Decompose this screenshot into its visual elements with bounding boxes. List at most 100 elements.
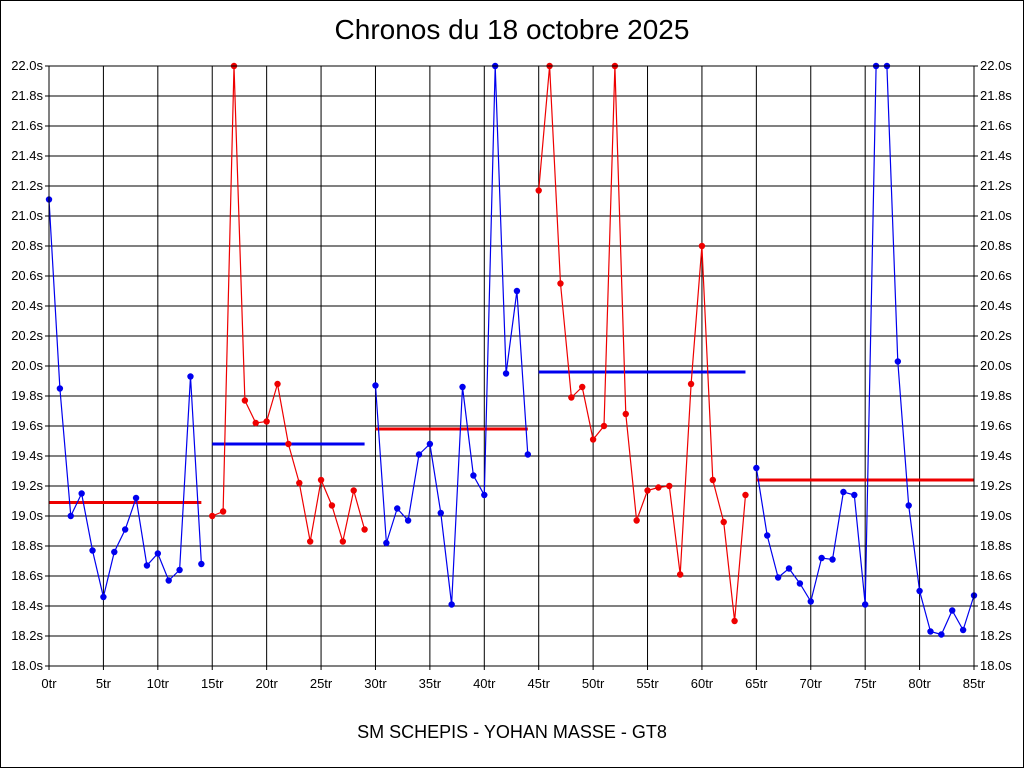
y-tick-label-left: 18.6s: [11, 568, 43, 583]
series-line: [48, 199, 202, 598]
data-point: [426, 440, 434, 448]
y-tick-label-right: 20.4s: [980, 298, 1012, 313]
data-point: [829, 556, 836, 563]
chart-subtitle: SM SCHEPIS - YOHAN MASSE - GT8: [357, 722, 667, 742]
data-point: [600, 422, 608, 430]
data-point: [187, 373, 194, 380]
data-point: [731, 617, 738, 625]
y-tick-label-left: 19.2s: [11, 478, 43, 493]
series-line: [538, 65, 747, 622]
series-line: [211, 65, 366, 542]
y-tick-label-left: 21.0s: [11, 208, 43, 223]
y-tick-label-right: 22.0s: [980, 58, 1012, 73]
data-point: [676, 571, 684, 578]
data-point: [916, 587, 923, 595]
x-tick-label: 85tr: [963, 676, 986, 691]
data-point: [448, 601, 455, 608]
data-point: [524, 451, 532, 458]
y-tick-label-right: 20.0s: [980, 358, 1012, 373]
data-point: [687, 380, 695, 388]
data-point: [350, 487, 357, 494]
x-tick-label: 65tr: [745, 676, 768, 691]
y-tick-label-right: 20.6s: [980, 268, 1012, 283]
y-tick-label-left: 20.8s: [11, 238, 43, 253]
y-tick-label-right: 19.2s: [980, 478, 1012, 493]
data-point: [818, 554, 825, 562]
data-point: [796, 580, 804, 587]
y-tick-label-left: 21.4s: [11, 148, 43, 163]
data-point: [481, 491, 488, 499]
y-tick-label-right: 18.6s: [980, 568, 1012, 583]
x-tick-label: 60tr: [691, 676, 714, 691]
data-point: [404, 517, 412, 524]
data-point: [274, 380, 281, 388]
data-point: [317, 476, 325, 484]
y-tick-label-right: 21.4s: [980, 148, 1012, 163]
data-point: [742, 491, 749, 499]
y-tick-label-left: 18.4s: [11, 598, 43, 613]
data-point: [785, 565, 793, 572]
data-point: [589, 436, 597, 443]
x-tick-label: 80tr: [908, 676, 931, 691]
x-tick-label: 10tr: [147, 676, 170, 691]
data-point: [209, 512, 216, 520]
data-point: [666, 482, 673, 490]
data-point: [78, 490, 85, 497]
y-tick-label-left: 22.0s: [11, 58, 43, 73]
data-point: [753, 464, 760, 472]
data-point: [306, 538, 314, 545]
data-point: [154, 550, 162, 557]
data-point: [296, 479, 303, 487]
data-point: [927, 628, 934, 635]
data-point: [67, 512, 74, 520]
y-tick-label-right: 21.8s: [980, 88, 1012, 103]
y-tick-label-left: 18.0s: [11, 658, 43, 673]
series-group: [45, 62, 978, 638]
y-tick-label-right: 21.2s: [980, 178, 1012, 193]
data-point: [143, 562, 151, 569]
data-point: [361, 526, 368, 533]
x-tick-label: 0tr: [41, 676, 57, 691]
x-tick-label: 35tr: [419, 676, 442, 691]
y-tick-label-left: 19.8s: [11, 388, 43, 403]
data-point: [263, 418, 270, 425]
data-point: [415, 451, 423, 458]
y-tick-label-right: 18.0s: [980, 658, 1012, 673]
y-tick-label-left: 19.4s: [11, 448, 43, 463]
data-point: [121, 526, 129, 533]
y-tick-label-left: 19.6s: [11, 418, 43, 433]
y-tick-label-left: 20.2s: [11, 328, 43, 343]
x-tick-label: 20tr: [255, 676, 278, 691]
data-point: [655, 484, 662, 491]
data-point: [535, 187, 542, 194]
data-point: [502, 370, 510, 377]
y-tick-label-right: 21.0s: [980, 208, 1012, 223]
y-tick-label-left: 21.6s: [11, 118, 43, 133]
data-point: [241, 397, 249, 404]
tick-labels: 18.0s 18.0s 18.2s 18.2s 18.4s 18.4s 18.6s 18.6s…: [11, 58, 1012, 691]
plot-border: [48, 65, 975, 667]
data-point: [557, 280, 564, 287]
grid-lines: [45, 65, 978, 670]
data-point: [470, 472, 477, 479]
data-point: [252, 419, 259, 427]
data-point: [579, 383, 586, 391]
y-tick-label-left: 20.6s: [11, 268, 43, 283]
data-point: [437, 509, 444, 517]
data-point: [720, 518, 727, 526]
x-tick-label: 15tr: [201, 676, 224, 691]
data-point: [568, 394, 575, 401]
x-tick-label: 75tr: [854, 676, 877, 691]
data-point: [774, 574, 782, 581]
x-tick-label: 5tr: [96, 676, 112, 691]
x-tick-label: 30tr: [364, 676, 387, 691]
y-tick-label-right: 20.2s: [980, 328, 1012, 343]
y-tick-label-right: 19.0s: [980, 508, 1012, 523]
data-point: [938, 631, 945, 638]
x-tick-label: 55tr: [636, 676, 659, 691]
y-tick-label-right: 19.4s: [980, 448, 1012, 463]
y-tick-label-left: 20.0s: [11, 358, 43, 373]
data-point: [100, 593, 107, 601]
x-tick-label: 50tr: [582, 676, 605, 691]
